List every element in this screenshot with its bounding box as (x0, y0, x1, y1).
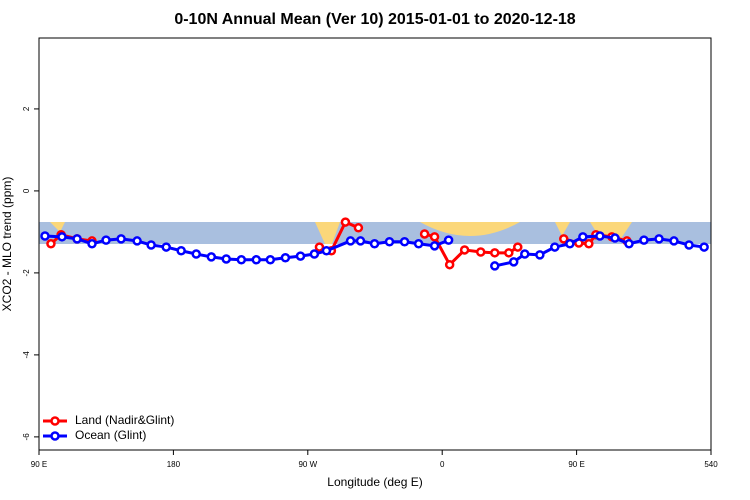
data-point (584, 239, 594, 249)
legend-label: Land (Nadir&Glint) (75, 413, 174, 427)
data-point (508, 257, 519, 267)
x-axis-label: Longitude (deg E) (327, 475, 422, 489)
data-point (57, 232, 67, 242)
y-axis-label: XCO2 - MLO trend (ppm) (0, 177, 14, 312)
data-point (513, 242, 523, 252)
data-point (46, 239, 56, 249)
data-point (309, 249, 320, 259)
data-point (624, 239, 634, 249)
legend-marker (50, 416, 60, 426)
y-tick-label: 2 (22, 106, 31, 111)
plot-frame (38, 37, 712, 451)
data-point (340, 217, 351, 227)
data-point (221, 254, 232, 264)
data-point (236, 255, 247, 265)
data-point (699, 242, 709, 252)
data-point (559, 234, 569, 244)
data-point (419, 229, 430, 239)
y-tick-label: -4 (22, 351, 31, 359)
data-point (265, 255, 276, 265)
data-point (355, 236, 366, 246)
data-point (345, 236, 356, 246)
legend-marker (50, 431, 60, 441)
chart-title: 0-10N Annual Mean (Ver 10) 2015-01-01 to… (174, 11, 575, 28)
data-point (191, 249, 201, 259)
data-point (146, 240, 156, 250)
legend-label: Ocean (Glint) (75, 428, 146, 442)
y-tick-label: -2 (22, 269, 31, 277)
x-tick-label: 180 (167, 460, 181, 469)
data-point (132, 236, 142, 246)
data-point (369, 239, 380, 249)
data-point (684, 240, 694, 250)
data-point (595, 231, 605, 241)
data-point (504, 248, 514, 258)
data-point (161, 242, 171, 252)
data-point (384, 236, 395, 247)
data-point (444, 259, 455, 270)
data-point (295, 251, 306, 261)
map-strip (39, 222, 711, 244)
data-point (116, 234, 126, 244)
data-point (251, 255, 262, 265)
data-point (443, 235, 454, 245)
data-point (206, 252, 217, 262)
data-point (490, 261, 500, 271)
data-point (101, 235, 111, 245)
x-tick-label: 540 (704, 460, 718, 469)
data-point (475, 247, 486, 257)
data-point (176, 246, 186, 256)
y-tick-label: 0 (22, 188, 31, 193)
x-tick-label: 0 (440, 460, 445, 469)
data-point (669, 236, 679, 246)
y-tick-label: -6 (22, 433, 31, 441)
data-point (280, 252, 291, 263)
data-point (321, 246, 332, 256)
data-point (578, 232, 588, 242)
data-point (520, 249, 530, 259)
data-point (490, 248, 500, 258)
data-point (535, 250, 545, 260)
data-point (639, 235, 649, 245)
data-point (87, 239, 97, 249)
x-tick-label: 90 E (31, 460, 47, 469)
data-point (413, 239, 424, 249)
x-tick-label: 90 E (568, 460, 584, 469)
data-point (550, 242, 560, 252)
data-point (565, 239, 575, 249)
data-point (40, 231, 50, 241)
data-point (459, 245, 470, 255)
data-point (314, 242, 325, 252)
x-tick-label: 90 W (298, 460, 317, 469)
data-point (429, 232, 440, 242)
data-point (399, 236, 410, 247)
data-point (72, 234, 82, 244)
data-point (429, 241, 440, 251)
data-point (610, 233, 620, 243)
data-point (353, 223, 364, 233)
data-point (654, 234, 664, 244)
